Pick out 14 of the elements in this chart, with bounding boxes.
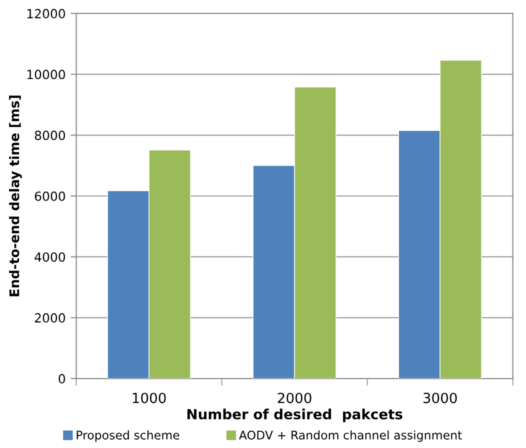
legend-label: AODV + Random channel assignment [239,430,462,442]
x-tick-label: 1000 [132,392,166,404]
y-tick-label: 8000 [34,130,66,140]
y-tick-label: 2000 [34,313,66,323]
y-tick-label: 10000 [27,70,66,80]
x-axis-title: Number of desired pakcets [187,408,402,422]
y-tick-label: 6000 [34,191,66,201]
y-tick-label: 12000 [27,8,66,18]
x-tick-label: 3000 [423,392,457,404]
y-tick-label: 4000 [34,252,66,262]
y-axis-title: End-to-end delay time [ms] [9,96,22,296]
legend-label: Proposed scheme [76,430,180,442]
x-tick-label: 2000 [278,392,312,404]
y-tick-label: 0 [58,374,66,384]
